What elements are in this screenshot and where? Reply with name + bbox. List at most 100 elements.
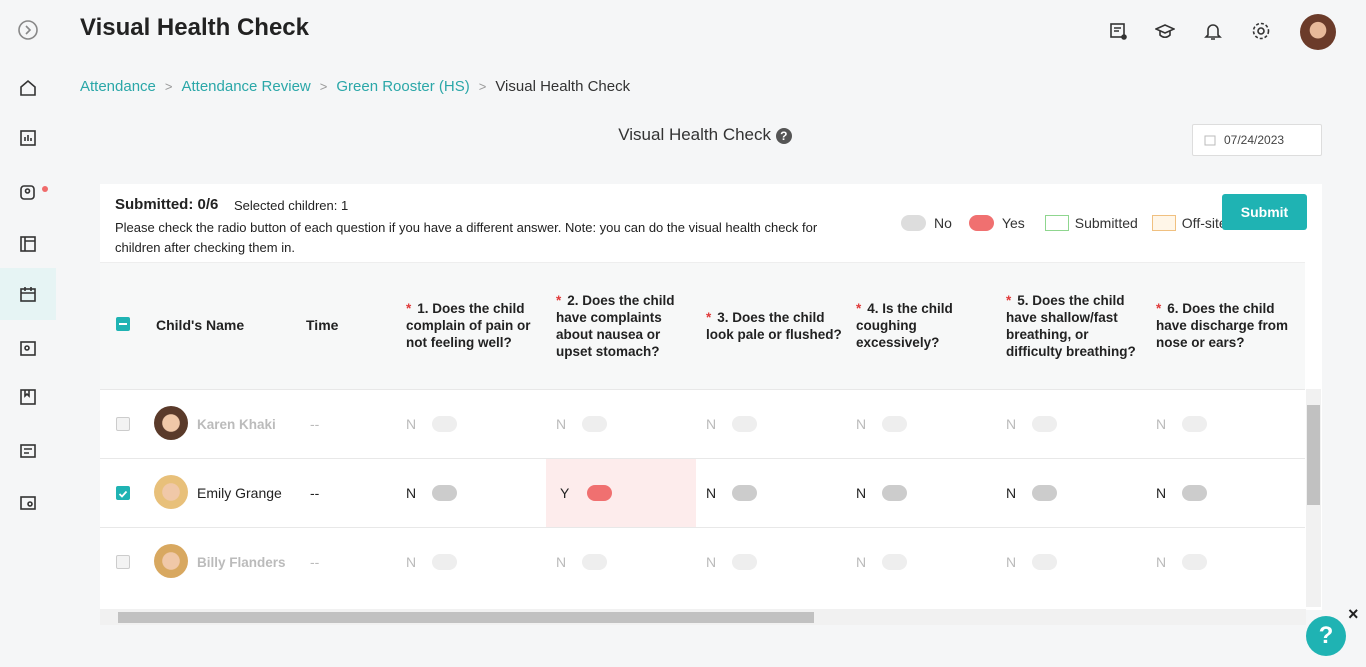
answer-toggle[interactable] [432, 554, 458, 570]
required-mark: * [556, 292, 562, 308]
answer-toggle[interactable] [1182, 554, 1208, 570]
answer-cell: N [396, 459, 546, 527]
table-row: Billy Flanders -- N N N N N N [100, 527, 1305, 596]
time-cell: -- [310, 416, 320, 432]
answer-toggle[interactable] [882, 416, 908, 432]
answer-toggle[interactable] [882, 485, 908, 501]
legend-label: No [934, 215, 952, 231]
panel-title-text: Visual Health Check [618, 125, 772, 144]
breadcrumb[interactable]: Green Rooster (HS) [336, 78, 470, 95]
breadcrumbs: Attendance > Attendance Review > Green Roo… [80, 78, 630, 95]
answer-cell: N [996, 528, 1146, 596]
answer-toggle[interactable] [1032, 416, 1058, 432]
table-header [100, 262, 1305, 389]
vertical-scrollbar[interactable] [1306, 389, 1321, 607]
answer-toggle[interactable] [1032, 554, 1058, 570]
user-avatar[interactable] [1300, 14, 1336, 50]
answer-toggle[interactable] [1182, 416, 1208, 432]
question-text: * 4. Is the child coughing excessively? [856, 300, 992, 351]
required-mark: * [1156, 301, 1162, 316]
child-avatar [154, 475, 188, 509]
answer-toggle[interactable] [587, 485, 613, 501]
answer-value: N [406, 485, 417, 501]
date-text: 07/24/2023 [1224, 133, 1285, 147]
answer-toggle[interactable] [1182, 485, 1208, 501]
panel-title: Visual Health Check ? [0, 125, 1366, 145]
question-label: 4. Is the child coughing excessively? [856, 301, 953, 350]
answer-cell: N [846, 459, 996, 527]
breadcrumb[interactable]: Attendance Review [181, 78, 311, 95]
help-button[interactable]: ? [1306, 616, 1346, 656]
home-icon[interactable] [18, 78, 38, 98]
separator: > [319, 79, 328, 94]
answer-toggle[interactable] [882, 554, 908, 570]
answer-value: N [1006, 554, 1017, 570]
answer-toggle[interactable] [732, 416, 758, 432]
select-all-checkbox[interactable] [116, 317, 130, 331]
breadcrumb[interactable]: Attendance [80, 78, 156, 95]
separator: > [478, 79, 487, 94]
book-icon[interactable] [18, 387, 38, 407]
answer-cell: N [696, 390, 846, 458]
answer-toggle[interactable] [732, 485, 758, 501]
submit-button[interactable]: Submit [1222, 194, 1307, 230]
row-checkbox[interactable] [116, 417, 130, 431]
question-label: 5. Does the child have shallow/fast brea… [1006, 292, 1136, 359]
answer-value: N [706, 485, 717, 501]
horizontal-scrollbar[interactable] [100, 609, 1306, 625]
answer-cell: N [996, 390, 1146, 458]
answer-value: N [856, 554, 867, 570]
reports-icon[interactable] [18, 128, 38, 148]
answer-value: N [556, 554, 567, 570]
answer-toggle[interactable] [582, 416, 608, 432]
answer-value: Y [560, 485, 570, 501]
answer-toggle[interactable] [732, 554, 758, 570]
row-checkbox[interactable] [116, 555, 130, 569]
messages-icon[interactable] [18, 441, 38, 461]
answer-toggle[interactable] [1032, 485, 1058, 501]
settings-icon[interactable] [1251, 21, 1271, 41]
table-row: Karen Khaki -- N N N N N N [100, 389, 1305, 458]
active-nav[interactable] [0, 268, 56, 320]
answer-value: N [856, 485, 867, 501]
time-header: Time [306, 317, 339, 333]
table-row: Emily Grange -- N Y N N N N [100, 458, 1305, 527]
children-icon[interactable] [18, 182, 38, 202]
question-label: 2. Does the child have complaints about … [556, 292, 675, 359]
expand-icon[interactable] [18, 20, 38, 40]
row-checkbox[interactable] [116, 486, 130, 500]
question-header: * 5. Does the child have shallow/fast bre… [1006, 263, 1142, 388]
selected-count: Selected children: 1 [234, 198, 349, 213]
answer-toggle[interactable] [432, 416, 458, 432]
profile-icon[interactable] [18, 338, 38, 358]
child-name: Billy Flanders [197, 554, 286, 570]
answer-toggle[interactable] [582, 554, 608, 570]
chat-icon[interactable] [1108, 21, 1128, 41]
child-name: Karen Khaki [197, 416, 276, 432]
help-icon[interactable]: ? [775, 128, 792, 144]
answer-value: N [706, 416, 717, 432]
date-picker[interactable]: 07/24/2023 [1192, 124, 1322, 156]
question-header: * 2. Does the child have complaints about… [556, 263, 692, 388]
calendar-icon[interactable] [18, 284, 38, 304]
time-cell: -- [310, 554, 320, 570]
board-icon[interactable] [18, 234, 38, 254]
bell-icon[interactable] [1203, 21, 1223, 41]
calendar-small-icon [1204, 135, 1216, 146]
answer-value: N [556, 416, 567, 432]
answer-value: N [1156, 485, 1167, 501]
legend-no-swatch [901, 215, 926, 231]
answer-toggle[interactable] [432, 485, 458, 501]
question-text: * 5. Does the child have shallow/fast bre… [1006, 292, 1142, 360]
legend-label: Yes [1001, 215, 1025, 231]
question-header: * 4. Is the child coughing excessively? [856, 263, 992, 388]
question-header: * 6. Does the child have discharge from n… [1156, 263, 1292, 388]
page-title: Visual Health Check [80, 14, 309, 41]
learning-icon[interactable] [1155, 21, 1175, 41]
search-doc-icon[interactable] [18, 493, 38, 513]
legend-label: Off-site [1181, 215, 1227, 231]
answer-cell: N [846, 528, 996, 596]
answer-cell: N [546, 390, 696, 458]
close-help[interactable]: × [1348, 604, 1359, 624]
